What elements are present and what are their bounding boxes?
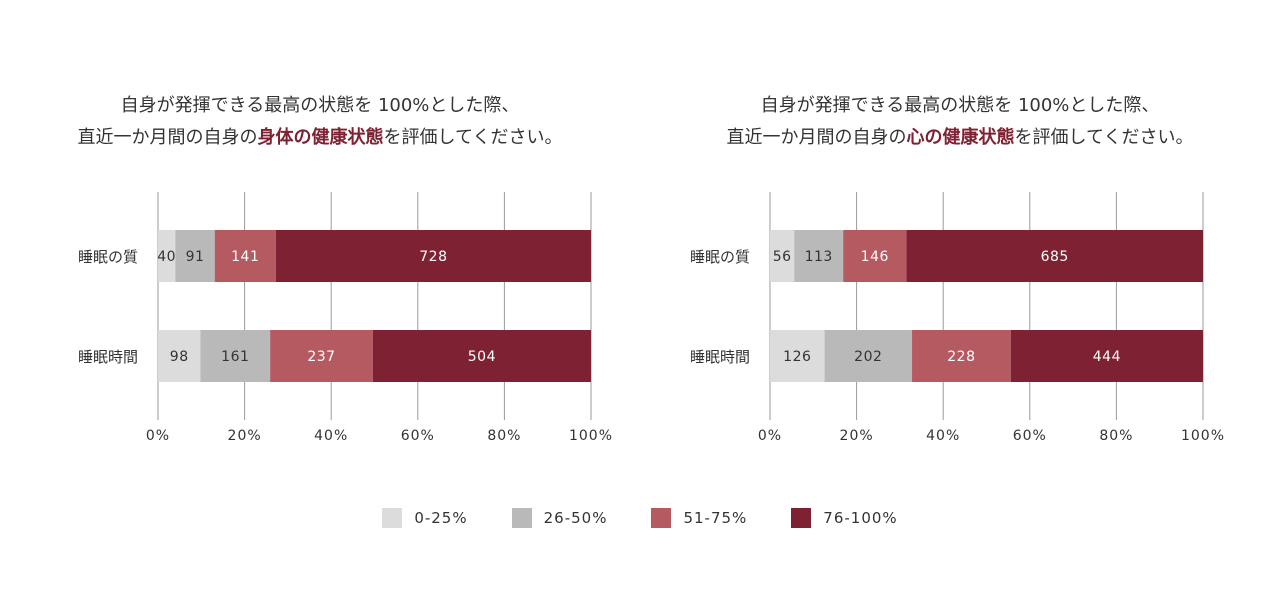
- title-post: を評価してください。: [383, 127, 563, 148]
- legend-label: 51-75%: [683, 509, 748, 527]
- data-label: 91: [186, 249, 205, 265]
- legend-item: 0-25%: [382, 508, 467, 528]
- category-label: 睡眠時間: [690, 348, 750, 366]
- category-label: 睡眠の質: [690, 248, 750, 266]
- chart-title-body: 自身が発揮できる最高の状態を 100%とした際、 直近一か月間の自身の身体の健康…: [0, 90, 640, 154]
- data-label: 56: [773, 249, 792, 265]
- legend-label: 0-25%: [414, 509, 468, 527]
- legend-swatch: [791, 508, 812, 528]
- bar-segment: [372, 330, 591, 382]
- x-tick-label: 20%: [228, 428, 262, 444]
- x-tick-label: 60%: [401, 428, 435, 444]
- legend-item: 26-50%: [511, 508, 608, 528]
- x-tick-label: 60%: [1013, 428, 1047, 444]
- title-pre: 直近一か月間の自身の: [726, 127, 907, 148]
- data-label: 685: [1041, 249, 1069, 265]
- data-label: 126: [783, 349, 811, 365]
- legend-label: 26-50%: [543, 509, 608, 527]
- title-highlight: 身体の健康状態: [257, 127, 384, 148]
- data-label: 161: [221, 349, 249, 365]
- title-highlight: 心の健康状態: [906, 127, 1015, 148]
- bar-segment: [214, 230, 276, 282]
- data-label: 40: [157, 249, 176, 265]
- chart-title-line1: 自身が発揮できる最高の状態を 100%とした際、: [760, 95, 1160, 116]
- bar-segment: [270, 330, 373, 382]
- x-tick-label: 100%: [1181, 428, 1225, 444]
- data-label: 228: [947, 349, 975, 365]
- x-tick-label: 20%: [840, 428, 874, 444]
- bar-segment: [1010, 330, 1203, 382]
- legend-label: 76-100%: [823, 509, 898, 527]
- title-pre: 直近一か月間の自身の: [77, 127, 258, 148]
- data-label: 728: [419, 249, 447, 265]
- legend-swatch: [651, 508, 672, 528]
- legend-swatch: [382, 508, 403, 528]
- category-label: 睡眠の質: [78, 248, 138, 266]
- x-tick-label: 40%: [926, 428, 960, 444]
- x-tick-label: 80%: [487, 428, 521, 444]
- legend: 0-25% 26-50% 51-75% 76-100%: [0, 508, 1280, 528]
- data-label: 146: [861, 249, 889, 265]
- bar-segment: [794, 230, 844, 282]
- title-post: を評価してください。: [1014, 127, 1194, 148]
- bar-segment: [906, 230, 1203, 282]
- chart-title-line2: 直近一か月間の自身の心の健康状態を評価してください。: [640, 122, 1280, 154]
- data-label: 444: [1093, 349, 1121, 365]
- bar-segment: [770, 230, 795, 282]
- data-label: 237: [307, 349, 335, 365]
- bar-segment: [824, 330, 913, 382]
- x-tick-label: 40%: [314, 428, 348, 444]
- chart-body-health: 0% 20% 40% 60% 80% 100% 40 91 141 728 睡眠の質 98 161 237…: [78, 192, 613, 444]
- bar-segment: [175, 230, 215, 282]
- bar-segment: [158, 330, 201, 382]
- bar-segment: [275, 230, 591, 282]
- x-tick-label: 80%: [1099, 428, 1133, 444]
- data-label: 98: [170, 349, 189, 365]
- bar-segment: [158, 230, 176, 282]
- data-label: 113: [805, 249, 833, 265]
- category-label: 睡眠時間: [78, 348, 138, 366]
- data-label: 504: [468, 349, 496, 365]
- x-tick-label: 100%: [569, 428, 613, 444]
- bar-segment: [843, 230, 907, 282]
- chart-title-line2: 直近一か月間の自身の身体の健康状態を評価してください。: [0, 122, 640, 154]
- data-label: 141: [231, 249, 259, 265]
- bar-segment: [912, 330, 1011, 382]
- legend-item: 76-100%: [791, 508, 897, 528]
- chart-mind-health: 0% 20% 40% 60% 80% 100% 56 113 146 685 睡眠の質 126 202 2…: [690, 192, 1225, 444]
- chart-title-mind: 自身が発揮できる最高の状態を 100%とした際、 直近一か月間の自身の心の健康状…: [640, 90, 1280, 154]
- bar-segment: [200, 330, 271, 382]
- data-label: 202: [854, 349, 882, 365]
- legend-item: 51-75%: [651, 508, 747, 528]
- legend-swatch: [511, 508, 532, 528]
- x-tick-label: 0%: [146, 428, 170, 444]
- x-tick-label: 0%: [758, 428, 782, 444]
- bar-segment: [770, 330, 825, 382]
- chart-title-line1: 自身が発揮できる最高の状態を 100%とした際、: [120, 95, 520, 116]
